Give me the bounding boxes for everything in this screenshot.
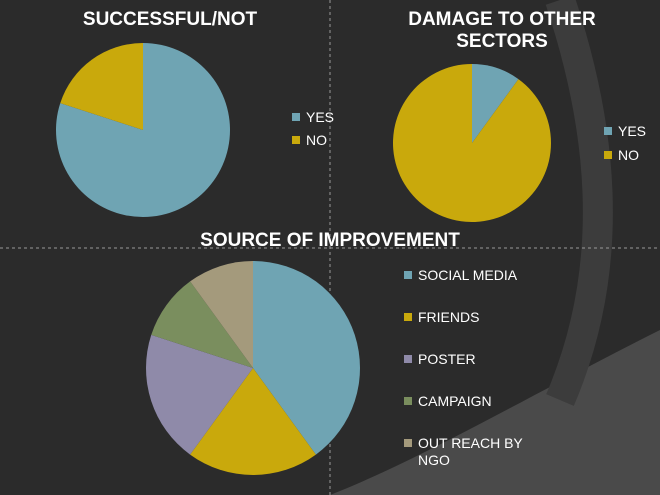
legend-swatch-no — [604, 151, 612, 159]
pie-slice-friends — [190, 368, 316, 476]
legend-item-outreach-ngo: OUT REACH BY NGO — [404, 435, 548, 469]
legend-label-friends: FRIENDS — [418, 309, 480, 325]
legend-label-poster: POSTER — [418, 351, 476, 367]
legend-item-social-media: SOCIAL MEDIA — [404, 267, 517, 284]
legend-label-yes: YES — [306, 109, 335, 125]
legend-swatch-yes — [604, 127, 612, 135]
pie-slice-campaign — [151, 281, 253, 368]
legend-swatch-yes — [292, 113, 300, 121]
pie-slice-no — [393, 64, 552, 222]
legend-item-friends: FRIENDS — [404, 309, 479, 326]
pie-slice-poster — [146, 334, 253, 455]
background-swirl-arc — [545, 0, 613, 406]
pie-source — [146, 261, 360, 476]
legend-item-no: NO — [604, 147, 639, 164]
chart-title-successful: SUCCESSFUL/NOT — [82, 9, 258, 30]
pie-successful — [56, 43, 230, 217]
legend-swatch-no — [292, 136, 300, 144]
pie-slice-no — [60, 43, 143, 130]
pie-damage — [393, 64, 552, 222]
legend-label-no: NO — [306, 132, 327, 148]
legend-label-outreach-ngo: OUT REACH BY NGO — [418, 435, 523, 468]
pie-slice-social-media — [253, 261, 360, 455]
legend-label-yes: YES — [618, 123, 647, 139]
legend-item-yes: YES — [604, 123, 646, 140]
legend-swatch-poster — [404, 355, 412, 363]
legend-item-no: NO — [292, 132, 327, 149]
legend-label-campaign: CAMPAIGN — [418, 393, 492, 409]
pie-slice-yes — [472, 64, 519, 143]
legend-item-poster: POSTER — [404, 351, 476, 368]
background-swirl — [330, 330, 660, 495]
chart-title-source: SOURCE OF IMPROVEMENT — [200, 230, 460, 251]
legend-item-campaign: CAMPAIGN — [404, 393, 492, 410]
legend-label-social-media: SOCIAL MEDIA — [418, 267, 518, 283]
legend-swatch-campaign — [404, 397, 412, 405]
legend-label-no: NO — [618, 147, 639, 163]
pie-slice-out-reach-by-ngo — [190, 261, 253, 368]
legend-swatch-friends — [404, 313, 412, 321]
legend-swatch-social-media — [404, 271, 412, 279]
legend-swatch-outreach-ngo — [404, 439, 412, 447]
chart-title-damage: DAMAGE TO OTHER SECTORS — [408, 9, 596, 52]
legend-item-yes: YES — [292, 109, 334, 126]
